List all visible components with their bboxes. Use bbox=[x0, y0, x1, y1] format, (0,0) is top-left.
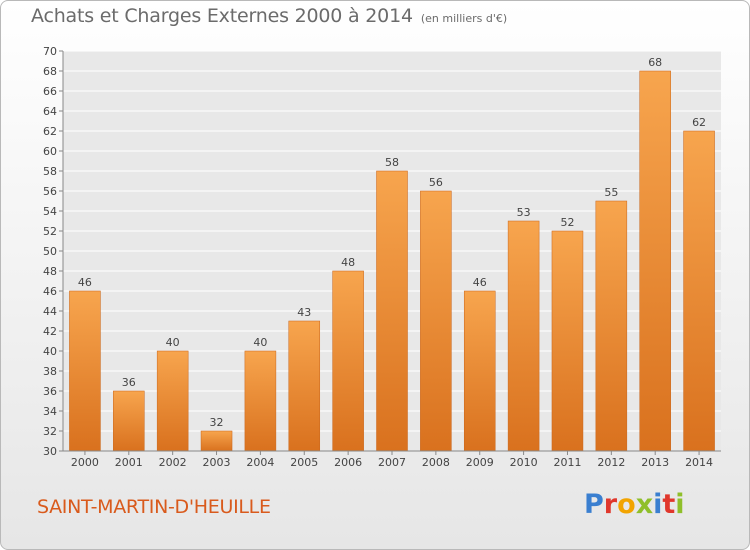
brand-letter: P bbox=[584, 489, 604, 520]
bar bbox=[683, 130, 715, 452]
y-tick-label: 50 bbox=[43, 245, 57, 258]
y-tick-label: 70 bbox=[43, 45, 57, 58]
data-label: 56 bbox=[429, 176, 443, 189]
title-row: Achats et Charges Externes 2000 à 2014 (e… bbox=[31, 5, 507, 27]
y-tick-label: 58 bbox=[43, 165, 57, 178]
data-label: 46 bbox=[473, 276, 487, 289]
y-tick-label: 62 bbox=[43, 125, 57, 138]
x-tick-label: 2013 bbox=[641, 456, 669, 469]
x-tick-label: 2008 bbox=[422, 456, 450, 469]
x-tick-label: 2007 bbox=[378, 456, 406, 469]
chart-subtitle: (en milliers d'€) bbox=[420, 12, 508, 25]
bar bbox=[507, 220, 540, 452]
data-label: 68 bbox=[648, 56, 662, 69]
y-tick-label: 42 bbox=[43, 325, 57, 338]
data-label: 40 bbox=[166, 336, 180, 349]
y-tick-label: 34 bbox=[43, 405, 57, 418]
place-name: SAINT-MARTIN-D'HEUILLE bbox=[37, 496, 271, 518]
y-tick-label: 38 bbox=[43, 365, 57, 378]
x-tick-label: 2005 bbox=[290, 456, 318, 469]
data-label: 46 bbox=[78, 276, 92, 289]
y-tick-label: 52 bbox=[43, 225, 57, 238]
y-tick-label: 64 bbox=[43, 105, 57, 118]
bar bbox=[420, 190, 452, 452]
bar bbox=[288, 320, 321, 452]
data-label: 32 bbox=[210, 416, 224, 429]
brand-letter: i bbox=[675, 489, 685, 520]
data-label: 58 bbox=[385, 156, 399, 169]
data-label: 40 bbox=[253, 336, 267, 349]
x-tick-label: 2006 bbox=[334, 456, 362, 469]
data-label: 62 bbox=[692, 116, 706, 129]
brand-letter: t bbox=[662, 489, 676, 520]
data-label: 55 bbox=[604, 186, 618, 199]
data-labels: 46 36 40 32 40 43 48 58 56 46 53 52 55 68 62 bbox=[78, 56, 706, 429]
y-tick-label: 54 bbox=[43, 205, 57, 218]
x-tick-label: 2002 bbox=[159, 456, 187, 469]
brand-logo: Proxiti bbox=[584, 489, 685, 520]
y-tick-label: 68 bbox=[43, 65, 57, 78]
brand-letter: r bbox=[603, 489, 618, 520]
y-tick-label: 30 bbox=[43, 445, 57, 458]
x-tick-label: 2011 bbox=[553, 456, 581, 469]
data-label: 36 bbox=[122, 376, 136, 389]
bar bbox=[113, 390, 145, 452]
bar bbox=[551, 230, 584, 452]
x-tick-label: 2001 bbox=[115, 456, 143, 469]
bar bbox=[244, 350, 277, 452]
bar bbox=[595, 200, 628, 452]
x-tick-label: 2009 bbox=[466, 456, 494, 469]
y-tick-label: 60 bbox=[43, 145, 57, 158]
x-tick-label: 2003 bbox=[203, 456, 231, 469]
bar bbox=[69, 290, 101, 452]
y-tick-label: 46 bbox=[43, 285, 57, 298]
bar bbox=[200, 430, 233, 452]
y-tick-label: 56 bbox=[43, 185, 57, 198]
y-tick-label: 32 bbox=[43, 425, 57, 438]
bar bbox=[639, 70, 671, 452]
data-label: 53 bbox=[517, 206, 531, 219]
x-tick-label: 2004 bbox=[246, 456, 274, 469]
y-tick-label: 36 bbox=[43, 385, 57, 398]
x-tick-label: 2014 bbox=[685, 456, 713, 469]
x-tick-label: 2010 bbox=[510, 456, 538, 469]
y-tick-label: 66 bbox=[43, 85, 57, 98]
y-tick-label: 44 bbox=[43, 305, 57, 318]
bar bbox=[332, 270, 364, 452]
brand-letter: o bbox=[617, 489, 636, 520]
bars bbox=[69, 70, 715, 452]
y-axis: 30 32 34 36 38 40 42 44 46 48 50 52 54 56 58 60 62 64 66 68… bbox=[43, 45, 64, 458]
data-label: 48 bbox=[341, 256, 355, 269]
x-tick-label: 2012 bbox=[597, 456, 625, 469]
data-label: 43 bbox=[297, 306, 311, 319]
brand-letter: x bbox=[635, 489, 654, 520]
bar bbox=[376, 170, 408, 452]
brand-letter: i bbox=[653, 489, 663, 520]
bar bbox=[463, 290, 496, 452]
chart-title: Achats et Charges Externes 2000 à 2014 bbox=[31, 5, 413, 27]
x-tick-label: 2000 bbox=[71, 456, 99, 469]
data-label: 52 bbox=[560, 216, 574, 229]
x-axis: 2000 2001 2002 2003 2004 2005 2006 2007 2008 2009… bbox=[63, 450, 721, 469]
y-tick-label: 48 bbox=[43, 265, 57, 278]
y-tick-label: 40 bbox=[43, 345, 57, 358]
bar bbox=[156, 350, 189, 452]
